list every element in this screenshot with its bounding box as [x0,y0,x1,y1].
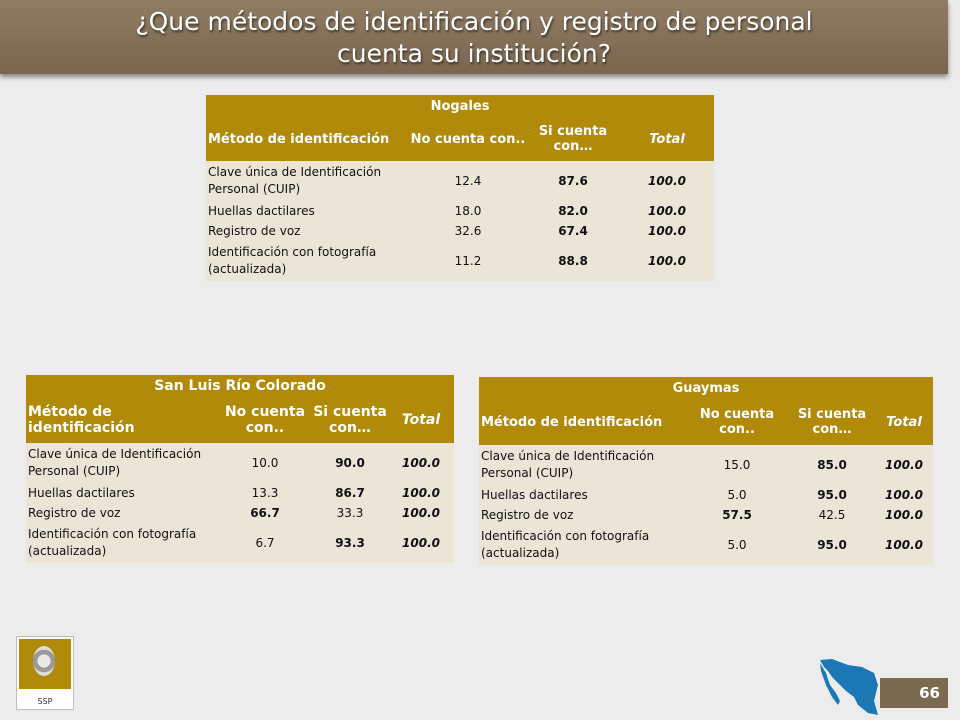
cell-si: 67.4 [526,221,620,241]
row-label: Clave única de Identificación Personal (… [479,445,685,485]
cell-si: 88.8 [526,241,620,281]
cell-si: 90.0 [312,443,388,483]
row-label: Clave única de Identificación Personal (… [26,443,218,483]
col-header-no: No cuenta con.. [685,399,789,445]
table-row: Huellas dactilares 18.0 82.0 100.0 [206,201,715,221]
cell-si: 93.3 [312,523,388,563]
cell-total: 100.0 [875,525,934,565]
slide-title-line-2: cuenta su institución? [336,39,611,68]
cell-no: 57.5 [685,505,789,525]
logo-label: SSP [37,697,53,706]
table-san-luis: San Luis Río Colorado Método de identifi… [26,375,455,563]
row-label: Huellas dactilares [479,485,685,505]
col-header-no: No cuenta con.. [218,397,312,443]
row-label: Identificación con fotografía (actualiza… [26,523,218,563]
table-row: Clave única de Identificación Personal (… [206,161,715,201]
col-header-si: Si cuenta con… [526,117,620,161]
government-seal-icon [33,646,55,676]
cell-si: 95.0 [789,485,875,505]
cell-total: 100.0 [875,505,934,525]
cell-no: 10.0 [218,443,312,483]
cell-no: 11.2 [410,241,526,281]
cell-no: 5.0 [685,525,789,565]
table-city-title: Nogales [206,95,715,117]
row-label: Huellas dactilares [26,483,218,503]
row-label: Clave única de Identificación Personal (… [206,161,410,201]
cell-si: 82.0 [526,201,620,221]
slide-title-line-1: ¿Que métodos de identificación y registr… [135,7,813,36]
cell-total: 100.0 [620,241,715,281]
cell-total: 100.0 [875,445,934,485]
row-label: Identificación con fotografía (actualiza… [206,241,410,281]
cell-no: 18.0 [410,201,526,221]
cell-no: 12.4 [410,161,526,201]
cell-no: 13.3 [218,483,312,503]
table-row: Identificación con fotografía (actualiza… [206,241,715,281]
table-row: Huellas dactilares 13.3 86.7 100.0 [26,483,455,503]
cell-si: 95.0 [789,525,875,565]
cell-no: 5.0 [685,485,789,505]
cell-total: 100.0 [620,221,715,241]
table-row: Clave única de Identificación Personal (… [26,443,455,483]
cell-total: 100.0 [388,483,455,503]
cell-total: 100.0 [388,503,455,523]
title-bar: ¿Que métodos de identificación y registr… [0,0,948,74]
table-row: Registro de voz 57.5 42.5 100.0 [479,505,934,525]
table-city-title: Guaymas [479,377,934,399]
cell-no: 15.0 [685,445,789,485]
row-label: Registro de voz [479,505,685,525]
cell-si: 87.6 [526,161,620,201]
col-header-total: Total [875,399,934,445]
row-label: Registro de voz [206,221,410,241]
table-row: Identificación con fotografía (actualiza… [26,523,455,563]
col-header-total: Total [388,397,455,443]
ssp-logo: SSP [16,636,74,710]
cell-total: 100.0 [875,485,934,505]
cell-si: 85.0 [789,445,875,485]
table-row: Clave única de Identificación Personal (… [479,445,934,485]
table-nogales: Nogales Método de identificación No cuen… [206,95,715,281]
col-header-si: Si cuenta con… [789,399,875,445]
col-header-no: No cuenta con.. [410,117,526,161]
cell-total: 100.0 [620,161,715,201]
table-row: Huellas dactilares 5.0 95.0 100.0 [479,485,934,505]
row-label: Huellas dactilares [206,201,410,221]
cell-no: 66.7 [218,503,312,523]
page-number: 66 [880,678,948,708]
col-header-method: Método de identificación [26,397,218,443]
col-header-si: Si cuenta con… [312,397,388,443]
table-row: Registro de voz 66.7 33.3 100.0 [26,503,455,523]
table-city-title: San Luis Río Colorado [26,375,455,397]
row-label: Identificación con fotografía (actualiza… [479,525,685,565]
cell-si: 86.7 [312,483,388,503]
slide-title: ¿Que métodos de identificación y registr… [60,6,888,70]
cell-no: 6.7 [218,523,312,563]
row-label: Registro de voz [26,503,218,523]
cell-si: 33.3 [312,503,388,523]
col-header-method: Método de identificación [479,399,685,445]
table-guaymas: Guaymas Método de identificación No cuen… [479,377,934,565]
cell-no: 32.6 [410,221,526,241]
table-row: Identificación con fotografía (actualiza… [479,525,934,565]
col-header-total: Total [620,117,715,161]
sonora-map-icon [820,659,878,715]
cell-total: 100.0 [620,201,715,221]
cell-total: 100.0 [388,443,455,483]
cell-si: 42.5 [789,505,875,525]
table-row: Registro de voz 32.6 67.4 100.0 [206,221,715,241]
col-header-method: Método de identificación [206,117,410,161]
logo-background [19,639,71,689]
cell-total: 100.0 [388,523,455,563]
